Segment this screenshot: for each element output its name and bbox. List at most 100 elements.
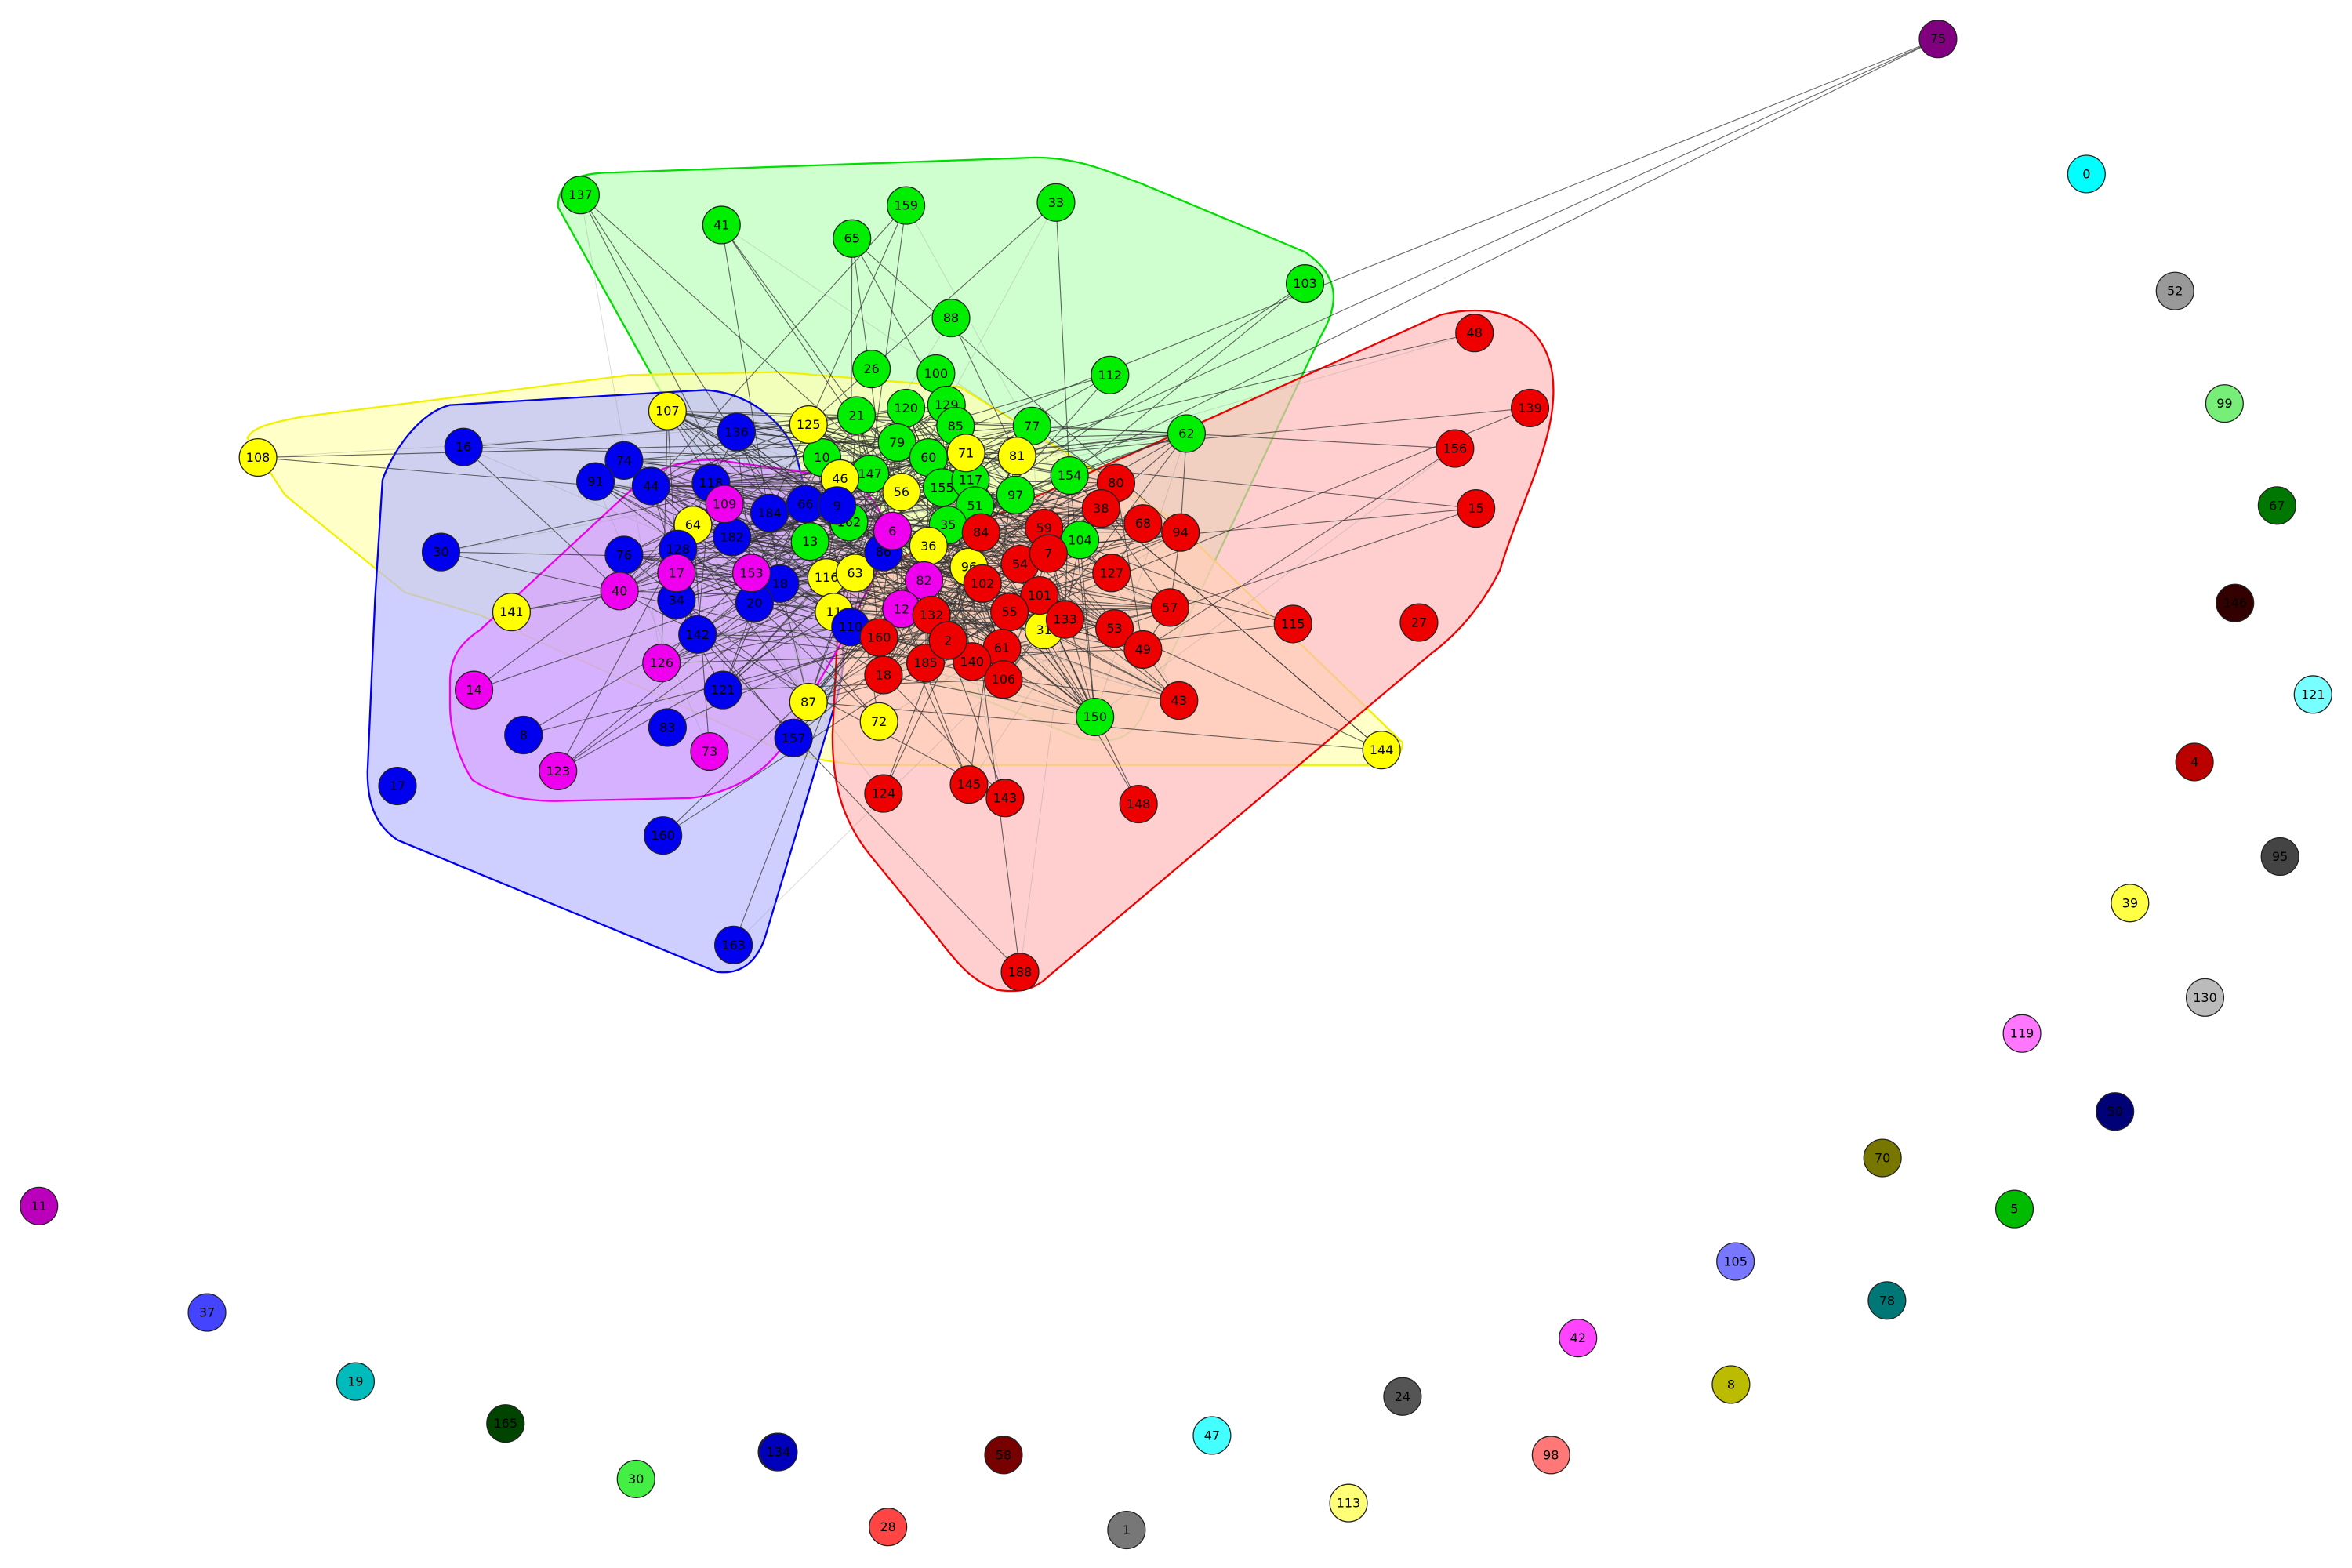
graph-node[interactable]: 153 — [731, 554, 771, 593]
graph-node[interactable]: 107 — [648, 391, 687, 430]
graph-node[interactable]: 14 — [455, 670, 494, 710]
graph-node[interactable]: 94 — [1161, 513, 1200, 552]
graph-node[interactable]: 16 — [444, 427, 483, 466]
graph-node[interactable]: 160 — [644, 816, 683, 855]
graph-node[interactable]: 34 — [657, 580, 696, 619]
graph-node[interactable]: 165 — [486, 1404, 525, 1443]
graph-node[interactable]: 99 — [2205, 384, 2244, 423]
graph-node[interactable]: 2 — [928, 621, 967, 660]
graph-node[interactable]: 184 — [750, 493, 789, 532]
graph-node[interactable]: 97 — [996, 475, 1035, 514]
graph-node[interactable]: 78 — [1867, 1281, 1907, 1320]
graph-node[interactable]: 150 — [1076, 697, 1115, 737]
graph-node[interactable]: 121 — [703, 670, 742, 710]
graph-node[interactable]: 98 — [1531, 1436, 1570, 1475]
graph-node[interactable]: 143 — [985, 779, 1025, 818]
graph-node[interactable]: 144 — [1362, 731, 1401, 770]
graph-node[interactable]: 146 — [2216, 583, 2255, 622]
graph-node[interactable]: 142 — [678, 615, 717, 654]
graph-node[interactable]: 130 — [2185, 978, 2225, 1017]
graph-node[interactable]: 95 — [2260, 837, 2299, 877]
graph-node[interactable]: 36 — [909, 526, 948, 565]
graph-node[interactable]: 7 — [1029, 534, 1068, 573]
graph-node[interactable]: 91 — [576, 462, 615, 501]
graph-node[interactable]: 127 — [1092, 554, 1131, 593]
graph-node[interactable]: 88 — [931, 299, 971, 338]
graph-node[interactable]: 67 — [2257, 486, 2296, 525]
graph-node[interactable]: 39 — [2111, 884, 2150, 923]
graph-node[interactable]: 147 — [851, 455, 890, 494]
graph-node[interactable]: 101 — [1020, 576, 1059, 615]
graph-node[interactable]: 5 — [1994, 1189, 2034, 1229]
graph-node[interactable]: 182 — [713, 517, 752, 557]
graph-node[interactable]: 13 — [790, 522, 829, 561]
graph-node[interactable]: 74 — [604, 441, 644, 480]
graph-node[interactable]: 62 — [1167, 414, 1206, 453]
graph-node[interactable]: 121 — [2293, 675, 2332, 714]
graph-node[interactable]: 52 — [2155, 271, 2194, 310]
graph-node[interactable]: 17 — [378, 766, 417, 806]
graph-node[interactable]: 84 — [961, 513, 1000, 552]
graph-node[interactable]: 160 — [859, 618, 898, 657]
graph-node[interactable]: 72 — [859, 702, 898, 741]
graph-node[interactable]: 104 — [1060, 521, 1100, 560]
graph-node[interactable]: 6 — [873, 511, 912, 550]
graph-node[interactable]: 37 — [187, 1293, 227, 1332]
graph-node[interactable]: 125 — [789, 405, 828, 445]
graph-node[interactable]: 53 — [1094, 609, 1134, 648]
graph-node[interactable]: 103 — [1285, 264, 1325, 303]
graph-node[interactable]: 50 — [2096, 1092, 2135, 1131]
graph-node[interactable]: 81 — [997, 437, 1036, 476]
graph-node[interactable]: 82 — [905, 561, 944, 600]
graph-node[interactable]: 141 — [492, 593, 531, 632]
graph-node[interactable]: 70 — [1863, 1138, 1902, 1178]
graph-node[interactable]: 56 — [882, 472, 921, 512]
graph-node[interactable]: 156 — [1436, 429, 1475, 468]
graph-node[interactable]: 27 — [1399, 603, 1439, 642]
graph-node[interactable]: 49 — [1123, 630, 1163, 670]
graph-node[interactable]: 139 — [1510, 388, 1550, 427]
graph-node[interactable]: 71 — [946, 434, 985, 473]
graph-node[interactable]: 15 — [1457, 489, 1496, 528]
graph-node[interactable]: 48 — [1455, 314, 1494, 353]
graph-node[interactable]: 109 — [705, 485, 744, 524]
graph-node[interactable]: 9 — [818, 486, 857, 525]
graph-node[interactable]: 108 — [238, 437, 278, 477]
graph-node[interactable]: 20 — [735, 583, 774, 622]
graph-node[interactable]: 79 — [877, 423, 916, 462]
graph-node[interactable]: 83 — [648, 708, 687, 747]
graph-node[interactable]: 38 — [1081, 489, 1120, 528]
graph-node[interactable]: 154 — [1050, 456, 1089, 495]
graph-node[interactable]: 8 — [1711, 1365, 1751, 1404]
graph-node[interactable]: 26 — [852, 350, 891, 389]
graph-node[interactable]: 75 — [1918, 20, 1958, 59]
graph-node[interactable]: 12 — [882, 590, 921, 629]
graph-node[interactable]: 65 — [833, 219, 872, 258]
graph-node[interactable]: 19 — [336, 1362, 376, 1401]
graph-node[interactable]: 102 — [963, 564, 1002, 603]
graph-node[interactable]: 133 — [1045, 600, 1084, 639]
graph-node[interactable]: 63 — [835, 554, 875, 593]
graph-node[interactable]: 148 — [1119, 784, 1158, 824]
graph-node[interactable]: 112 — [1091, 355, 1130, 394]
graph-node[interactable]: 30 — [421, 532, 461, 572]
graph-node[interactable]: 106 — [984, 660, 1023, 699]
graph-node[interactable]: 123 — [539, 751, 578, 790]
graph-node[interactable]: 28 — [869, 1508, 908, 1547]
graph-node[interactable]: 105 — [1716, 1242, 1755, 1281]
graph-node[interactable]: 119 — [2002, 1014, 2042, 1053]
graph-node[interactable]: 134 — [759, 1432, 798, 1472]
graph-node[interactable]: 8 — [504, 715, 543, 755]
graph-node[interactable]: 1 — [1107, 1510, 1146, 1550]
graph-node[interactable]: 40 — [600, 572, 639, 611]
graph-node[interactable]: 43 — [1160, 681, 1199, 720]
graph-node[interactable]: 163 — [714, 925, 753, 964]
graph-node[interactable]: 126 — [642, 644, 681, 683]
graph-node[interactable]: 145 — [949, 765, 989, 804]
graph-node[interactable]: 18 — [864, 655, 903, 695]
graph-node[interactable]: 24 — [1383, 1377, 1422, 1416]
graph-node[interactable]: 68 — [1123, 504, 1163, 543]
graph-node[interactable]: 61 — [982, 628, 1022, 668]
graph-node[interactable]: 188 — [1000, 953, 1040, 992]
graph-node[interactable]: 41 — [702, 205, 741, 245]
